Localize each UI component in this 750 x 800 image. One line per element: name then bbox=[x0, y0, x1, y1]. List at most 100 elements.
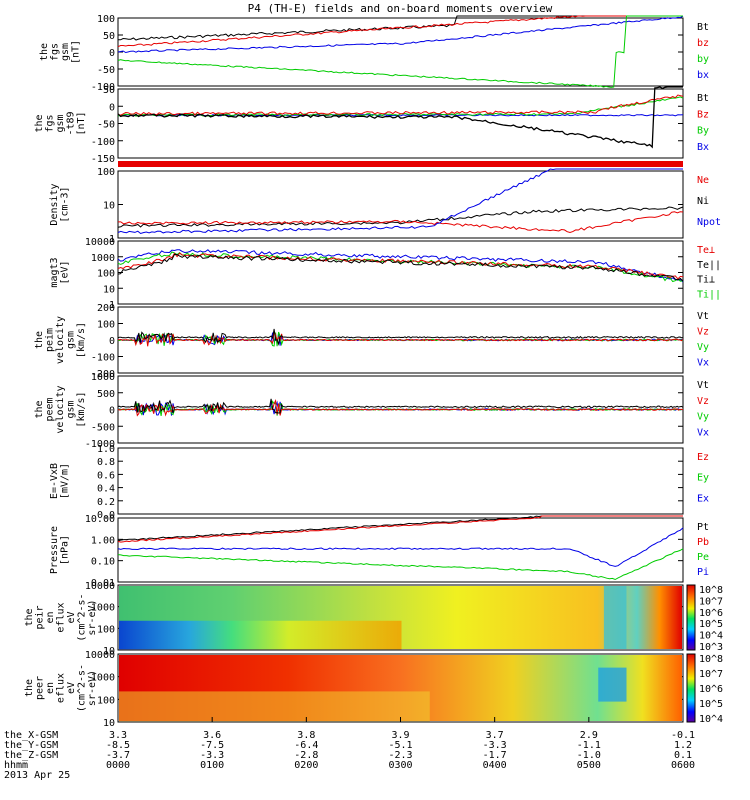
y-axis-label: gsm bbox=[60, 43, 71, 61]
x-tick-label: 0.1 bbox=[674, 750, 692, 761]
legend-entry: Vz bbox=[697, 327, 709, 338]
x-tick-label: 3.9 bbox=[391, 730, 409, 741]
colorbar-tick-label: 10^4 bbox=[699, 714, 723, 725]
spectrogram-band bbox=[603, 586, 627, 649]
legend-entry: Ti|| bbox=[697, 289, 721, 300]
series-line-Vt bbox=[117, 328, 684, 346]
flag-bar bbox=[118, 161, 683, 167]
x-tick-label: 0400 bbox=[483, 760, 507, 771]
x-row-label: the_X-GSM bbox=[4, 730, 58, 741]
y-tick-label: 1.00 bbox=[91, 535, 115, 546]
y-axis-label: the bbox=[24, 608, 35, 626]
legend-entry: Te|| bbox=[697, 260, 721, 271]
y-axis-label: (cm^2-s- bbox=[77, 664, 88, 712]
colorbar-tick-label: 10^5 bbox=[699, 619, 723, 630]
y-axis-label: [km/s] bbox=[76, 322, 87, 358]
colorbar-tick-label: 10^7 bbox=[699, 669, 723, 680]
legend-entry: By bbox=[697, 126, 709, 137]
y-tick-label: 0.4 bbox=[97, 484, 115, 495]
y-tick-label: -100 bbox=[91, 353, 115, 364]
x-tick-label: 0000 bbox=[106, 760, 130, 771]
series-line-bz bbox=[117, 15, 683, 48]
y-tick-label: 0 bbox=[109, 102, 115, 113]
x-tick-label: -7.5 bbox=[200, 740, 224, 751]
y-axis-label: the bbox=[34, 331, 45, 349]
y-tick-label: 200 bbox=[97, 303, 115, 314]
y-tick-label: -150 bbox=[91, 154, 115, 165]
y-tick-label: 1000 bbox=[91, 603, 115, 614]
y-tick-label: -1000 bbox=[85, 439, 115, 450]
y-tick-label: 0 bbox=[109, 336, 115, 347]
legend-entry: Ey bbox=[697, 473, 709, 484]
x-tick-label: 2.9 bbox=[580, 730, 598, 741]
y-tick-label: 0.0 bbox=[97, 510, 115, 521]
y-axis-label: en bbox=[45, 682, 56, 694]
legend-entry: Bt bbox=[697, 93, 709, 104]
y-tick-label: 50 bbox=[103, 85, 115, 96]
legend-entry: by bbox=[697, 54, 709, 65]
series-line-bx bbox=[117, 15, 684, 54]
y-axis-label: velocity bbox=[55, 316, 66, 364]
spectrogram-band bbox=[598, 667, 627, 702]
colorbar-tick-label: 10^4 bbox=[699, 631, 723, 642]
y-axis-label: the bbox=[39, 43, 50, 61]
y-axis-label: Density bbox=[49, 183, 60, 225]
series-line-Ti-par bbox=[117, 251, 684, 283]
y-tick-label: -50 bbox=[97, 65, 115, 76]
y-axis-label: the bbox=[24, 679, 35, 697]
y-tick-label: 10 bbox=[103, 646, 115, 657]
y-axis-label: gsm bbox=[66, 331, 77, 349]
legend-entry: Npot bbox=[697, 217, 721, 228]
series-line-Pi bbox=[117, 527, 684, 567]
y-tick-label: 0.01 bbox=[91, 578, 115, 589]
x-tick-label: 0200 bbox=[294, 760, 318, 771]
y-tick-label: 100 bbox=[97, 14, 115, 25]
panel-frame bbox=[117, 240, 684, 305]
y-tick-label: 0.8 bbox=[97, 457, 115, 468]
series-line-Bx bbox=[117, 113, 684, 117]
series-line-Bz bbox=[117, 94, 684, 116]
y-tick-label: 0.2 bbox=[97, 497, 115, 508]
legend-entry: bz bbox=[697, 38, 709, 49]
y-tick-label: 1000 bbox=[91, 372, 115, 383]
series-line-Npot bbox=[117, 168, 683, 235]
series-line-by bbox=[117, 15, 683, 88]
y-axis-label: fgs bbox=[50, 43, 61, 61]
y-tick-label: 1.0 bbox=[97, 444, 115, 455]
y-tick-label: 0.6 bbox=[97, 470, 115, 481]
legend-entry: Pi bbox=[697, 567, 709, 578]
panel-temperature: 10000 1000 100 10 1 magt3 [eV] Te⊥ Te|| Ti⊥ Ti|| bbox=[49, 237, 721, 311]
y-tick-label: -100 bbox=[91, 82, 115, 93]
series-line-Te-par bbox=[117, 253, 684, 282]
figure-title: P4 (TH-E) fields and on-board moments ov… bbox=[248, 2, 553, 15]
colorbar bbox=[686, 584, 696, 651]
x-row-label: hhmm bbox=[4, 760, 28, 771]
y-axis-label: peem bbox=[45, 397, 56, 421]
y-tick-label: 500 bbox=[97, 389, 115, 400]
series-line-Ni bbox=[117, 206, 684, 228]
x-tick-label: -6.4 bbox=[294, 740, 318, 751]
y-tick-label: 1000 bbox=[91, 253, 115, 264]
y-axis-label: [nT] bbox=[71, 40, 82, 64]
panel-density: 100 10 1 Density [cm-3] Ne Ni Npot bbox=[49, 167, 721, 245]
y-axis-label: [km/s] bbox=[76, 391, 87, 427]
x-tick-label: -3.7 bbox=[106, 750, 130, 761]
legend-entry: Te⊥ bbox=[697, 245, 715, 256]
x-tick-label: 0500 bbox=[577, 760, 601, 771]
y-axis-label: peer bbox=[35, 676, 46, 700]
y-tick-label: 0 bbox=[109, 48, 115, 59]
y-axis-label: peim bbox=[45, 328, 56, 352]
x-tick-label: -1.1 bbox=[577, 740, 601, 751]
y-tick-label: 10000 bbox=[85, 237, 115, 248]
colorbar-tick-label: 10^6 bbox=[699, 608, 723, 619]
legend-entry: Ez bbox=[697, 452, 709, 463]
legend-entry: Vz bbox=[697, 396, 709, 407]
legend-entry: Bx bbox=[697, 142, 709, 153]
x-tick-label: -3.3 bbox=[200, 750, 224, 761]
y-axis-label: en bbox=[45, 611, 56, 623]
legend-entry: Ex bbox=[697, 493, 709, 504]
y-tick-label: 10 bbox=[103, 718, 115, 729]
x-tick-label: -2.8 bbox=[294, 750, 318, 761]
y-axis-label: the bbox=[34, 114, 45, 132]
y-tick-label: 10000 bbox=[85, 650, 115, 661]
